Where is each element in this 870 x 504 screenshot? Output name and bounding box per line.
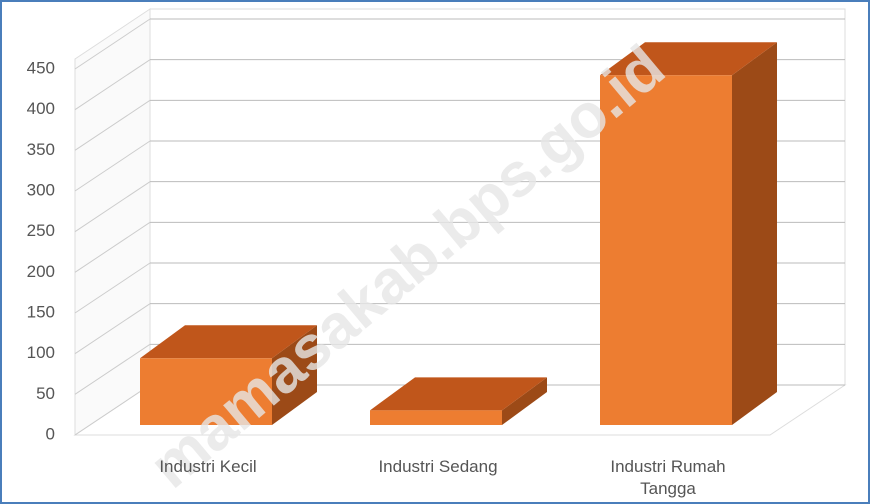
grid-line-side: [74, 262, 151, 314]
grid-line-side: [74, 343, 151, 395]
grid-line-side: [74, 99, 151, 151]
bar: [140, 325, 317, 425]
y-tick-label: 250: [27, 221, 55, 240]
x-tick-label: Industri Sedang: [378, 457, 498, 476]
y-tick-label: 0: [46, 424, 55, 443]
side-wall: [74, 8, 151, 436]
grid-line-side: [74, 140, 151, 192]
x-tick-label: Industri Rumah Tangga: [610, 457, 726, 498]
bar-top: [370, 377, 547, 411]
bar-front: [140, 358, 272, 425]
bar-side: [502, 377, 547, 425]
grid-line-side: [74, 59, 151, 111]
bar-side: [272, 325, 317, 425]
bar: [370, 377, 547, 425]
bar-front: [370, 410, 502, 425]
bar: [600, 42, 777, 426]
bar-top: [140, 325, 317, 359]
grid-line-side: [74, 384, 151, 436]
y-tick-label: 200: [27, 262, 55, 281]
y-tick-label: 450: [27, 58, 55, 77]
y-tick-label: 300: [27, 180, 55, 199]
grid-line-side: [74, 221, 151, 273]
grid-line-side: [74, 18, 151, 70]
bar-side: [732, 42, 777, 426]
y-tick-label: 350: [27, 140, 55, 159]
y-tick-label: 100: [27, 343, 55, 362]
grid-line-side: [74, 181, 151, 233]
y-tick-label: 400: [27, 99, 55, 118]
x-tick-label: Industri Kecil: [159, 457, 257, 476]
y-tick-label: 50: [36, 384, 55, 403]
bar-top: [600, 42, 777, 76]
y-tick-label: 150: [27, 302, 55, 321]
bar-front: [600, 75, 732, 426]
grid-line-side: [74, 303, 151, 355]
